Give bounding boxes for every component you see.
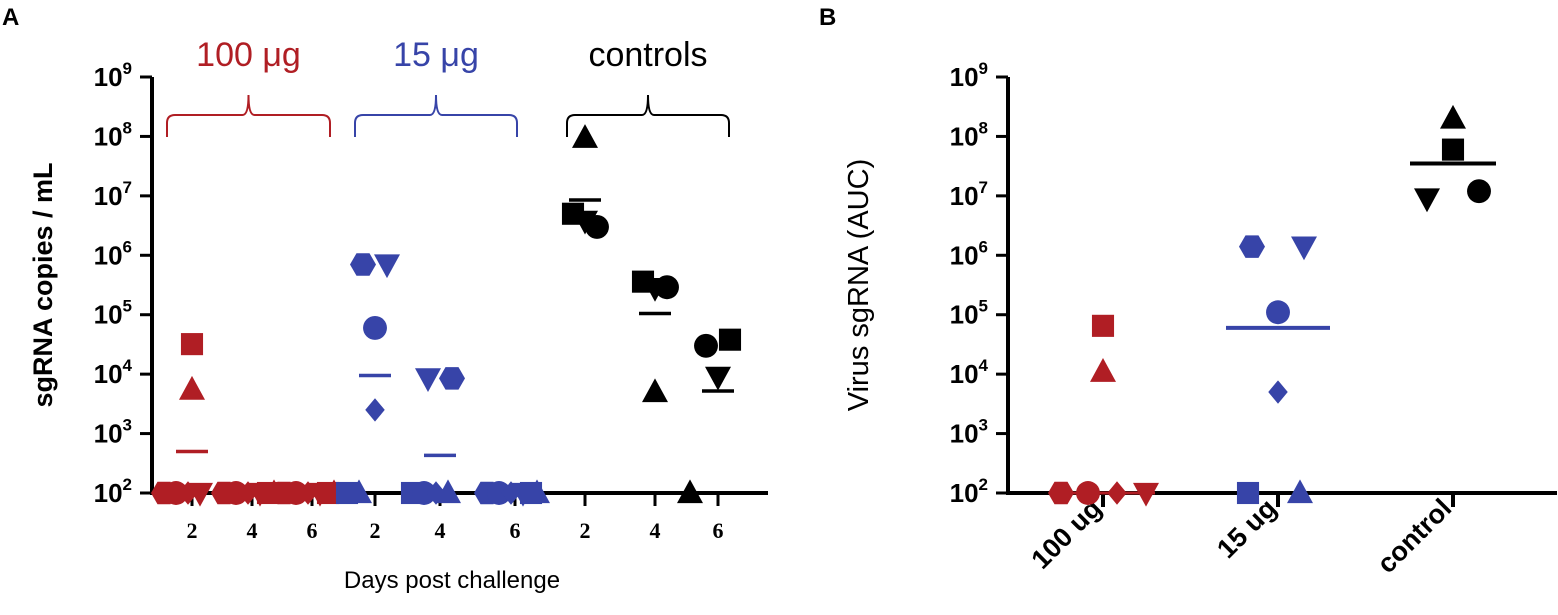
- panel-a-point-triangle: [677, 479, 703, 504]
- panel-a-point-hexagon: [350, 253, 376, 276]
- panel-a-point-square: [180, 333, 204, 356]
- panel-b-y-axis-label: Virus sgRNA (AUC): [843, 159, 875, 411]
- panel-a-y-tick-label: 107: [94, 178, 132, 211]
- panel-a-point-circle: [655, 275, 679, 300]
- panel-a-y-tick-label: 106: [94, 237, 132, 270]
- panel-a-point-tri-down: [415, 368, 441, 392]
- panel-b-y-tick-label: 102: [950, 475, 988, 508]
- panel-a-point-triangle: [572, 124, 598, 148]
- panel-a-x-tick-label: 4: [247, 518, 258, 543]
- panel-a-group-brackets: 100 μg 15 μg controls: [166, 36, 730, 137]
- panel-a-x-tick-label: 2: [370, 518, 381, 543]
- panel-b-point-tri-down: [1291, 236, 1317, 261]
- panel-a-x-tick-label: 4: [650, 518, 661, 543]
- panel-a-x-tick-label: 6: [307, 518, 318, 543]
- panel-a-y-tick-label: 108: [94, 118, 132, 151]
- panel-a-point-circle: [694, 333, 718, 358]
- panel-b-y-tick-label: 108: [950, 118, 988, 151]
- panel-a-point-triangle: [346, 479, 372, 504]
- panel-a-point-circle: [164, 481, 188, 505]
- panel-b-point-tri-down: [1133, 482, 1159, 507]
- panel-a-point-triangle: [642, 378, 668, 403]
- panel-a-point-circle: [284, 481, 308, 505]
- panel-b-point-hexagon: [1239, 235, 1265, 258]
- panel-b-y-tick-label: 107: [950, 178, 988, 211]
- panel-a-point-hexagon: [439, 367, 465, 390]
- panel-b-point-circle: [1266, 300, 1290, 325]
- panel-a-y-ticks: 102 103 104 105 106 107 108 109: [94, 59, 152, 508]
- panel-a-x-tick-label: 6: [510, 518, 521, 543]
- panel-b-point-square: [1441, 138, 1465, 161]
- panel-a-x-tick-label: 2: [580, 518, 591, 543]
- panel-a-y-tick-label: 103: [94, 416, 132, 449]
- panel-a-group-bracket: [354, 94, 518, 137]
- panel-letter-b: B: [819, 4, 836, 31]
- panel-a-point-triangle: [435, 479, 461, 504]
- panel-b-x-tick-label: control: [1371, 493, 1457, 579]
- panel-a-group-bracket: [166, 94, 331, 137]
- panel-a-point-triangle: [179, 375, 205, 400]
- panel-a-group-label: 100 μg: [196, 36, 301, 74]
- panel-a-x-axis-label: Days post challenge: [344, 567, 560, 594]
- panel-b-point-square: [1236, 481, 1260, 505]
- panel-b-y-tick-label: 104: [950, 356, 989, 389]
- panel-a-x-tick-label: 2: [187, 518, 198, 543]
- panel-a-point-diamond: [365, 398, 385, 422]
- panel-b-y-tick-label: 109: [950, 59, 988, 92]
- panel-b-point-triangle: [1440, 104, 1466, 129]
- panel-a-point-tri-down: [705, 366, 731, 391]
- panel-b-data-points: [1048, 104, 1496, 507]
- panel-a-point-tri-down: [187, 482, 213, 507]
- panel-a-point-circle: [487, 481, 511, 505]
- panel-a-data-points: [151, 124, 742, 507]
- panel-a-y-tick-label: 104: [94, 356, 133, 389]
- panel-b-y-tick-label: 105: [950, 297, 988, 330]
- panel-b-y-tick-label: 103: [950, 416, 988, 449]
- panel-a: 102 103 104 105 106 107 108 109 2 4 6 2 4 6 2 4 6 100 μ…: [28, 36, 768, 594]
- panel-a-x-tick-label: 4: [435, 518, 446, 543]
- panel-letter-a: A: [2, 4, 19, 31]
- panel-b-y-tick-label: 106: [950, 237, 988, 270]
- panel-a-point-circle: [412, 481, 436, 505]
- panel-a-y-tick-label: 105: [94, 297, 132, 330]
- panel-b-point-triangle: [1090, 358, 1116, 382]
- panel-b-y-ticks: 102 103 104 105 106 107 108 109: [950, 59, 1008, 508]
- panel-a-point-triangle: [524, 479, 550, 504]
- panel-a-y-tick-label: 109: [94, 59, 132, 92]
- panel-a-point-circle: [224, 481, 248, 505]
- panel-a-point-circle: [363, 315, 387, 340]
- panel-b-point-circle: [1467, 179, 1491, 204]
- panel-a-group-label: controls: [588, 36, 707, 74]
- panel-b-point-triangle: [1287, 479, 1313, 504]
- panel-a-point-tri-down: [374, 254, 400, 279]
- panel-a-group-label: 15 μg: [393, 36, 479, 74]
- panel-b-point-tri-down: [1414, 188, 1440, 213]
- panel-b-x-ticks: 100 ug 15 ug control: [1026, 493, 1457, 579]
- panel-b-point-square: [1091, 314, 1115, 337]
- panel-b-x-tick-label: 100 ug: [1026, 493, 1108, 575]
- panel-a-point-circle: [585, 214, 609, 239]
- panel-a-y-axis-label: sgRNA copies / mL: [28, 162, 58, 407]
- panel-b: 102 103 104 105 106 107 108 109 100 ug 15 ug cont…: [843, 59, 1557, 579]
- panel-a-point-square: [718, 328, 742, 351]
- panel-a-group-bracket: [566, 94, 730, 137]
- panel-a-x-tick-label: 6: [713, 518, 724, 543]
- panel-a-y-tick-label: 102: [94, 475, 132, 508]
- panel-b-point-diamond: [1268, 380, 1288, 404]
